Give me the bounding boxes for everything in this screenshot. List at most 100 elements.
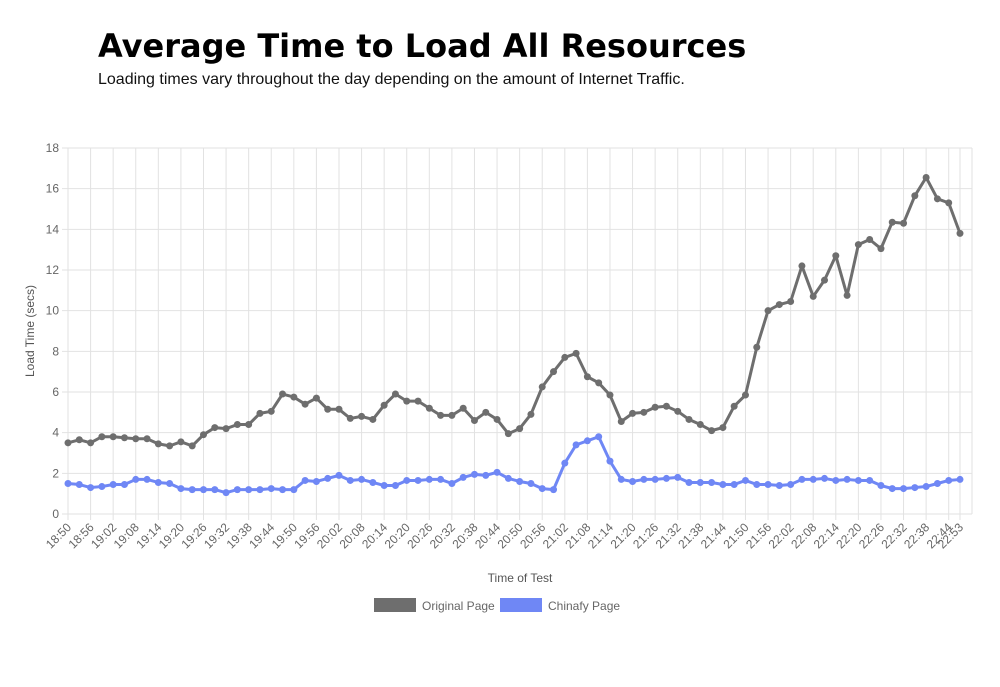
y-tick-label: 14 <box>46 222 60 236</box>
data-point <box>414 476 422 484</box>
data-point <box>358 412 366 420</box>
data-point <box>629 409 637 417</box>
y-tick-label: 4 <box>52 426 59 440</box>
data-point <box>911 484 919 492</box>
data-point <box>572 349 580 357</box>
data-point <box>798 475 806 483</box>
data-point <box>132 435 140 443</box>
y-tick-label: 16 <box>46 182 60 196</box>
y-tick-label: 8 <box>52 344 59 358</box>
data-point <box>550 368 558 376</box>
data-point <box>674 407 682 415</box>
data-point <box>87 484 95 492</box>
data-point <box>640 408 648 416</box>
data-point <box>595 379 603 387</box>
data-point <box>922 483 930 491</box>
data-point <box>448 480 456 487</box>
data-point <box>493 468 501 476</box>
data-point <box>470 470 478 478</box>
data-point <box>516 425 524 433</box>
data-point <box>143 475 151 483</box>
data-point <box>267 485 275 493</box>
data-point <box>550 486 558 494</box>
data-point <box>346 414 354 422</box>
data-point <box>821 276 829 284</box>
data-point <box>527 480 535 487</box>
legend-swatch <box>500 598 542 612</box>
y-tick-label: 0 <box>52 507 59 521</box>
data-point <box>888 218 896 226</box>
data-point <box>866 476 874 484</box>
data-point <box>459 473 467 481</box>
data-point <box>233 421 241 429</box>
data-point <box>708 478 716 486</box>
data-point <box>380 482 388 490</box>
data-point <box>290 486 298 494</box>
y-tick-label: 10 <box>46 304 60 318</box>
data-point <box>301 476 309 484</box>
data-point <box>617 417 625 425</box>
legend-swatch <box>374 598 416 612</box>
data-point <box>753 343 761 351</box>
y-tick-label: 2 <box>52 466 59 480</box>
data-point <box>775 301 783 309</box>
data-point <box>753 481 761 489</box>
data-point <box>64 480 72 487</box>
data-point <box>267 407 275 415</box>
data-point <box>154 478 162 486</box>
data-point <box>662 402 670 410</box>
data-point <box>482 471 490 479</box>
data-point <box>256 409 264 417</box>
data-point <box>358 475 366 483</box>
data-point <box>154 440 162 448</box>
data-point <box>832 476 840 484</box>
series-line <box>67 435 961 495</box>
data-point <box>538 485 546 493</box>
data-point <box>561 353 569 361</box>
data-point <box>764 481 772 489</box>
data-point <box>956 475 964 483</box>
data-point <box>945 199 953 207</box>
data-point <box>324 405 332 413</box>
data-point <box>911 192 919 200</box>
data-point <box>775 482 783 490</box>
data-point <box>188 486 196 494</box>
y-tick-label: 18 <box>46 141 60 155</box>
data-point <box>391 390 399 398</box>
data-point <box>606 457 614 465</box>
data-point <box>561 459 569 467</box>
data-point <box>606 391 614 399</box>
y-axis-label: Load Time (secs) <box>23 285 37 377</box>
data-point <box>527 410 535 418</box>
data-point <box>222 425 230 433</box>
data-point <box>674 473 682 481</box>
data-point <box>87 439 95 447</box>
data-point <box>64 439 72 447</box>
data-point <box>143 435 151 443</box>
data-point <box>696 478 704 486</box>
data-point <box>120 481 128 489</box>
data-point <box>922 173 930 181</box>
data-point <box>832 252 840 260</box>
data-point <box>572 441 580 449</box>
data-point <box>380 401 388 409</box>
data-point <box>640 475 648 483</box>
data-point <box>482 408 490 416</box>
data-point <box>177 485 185 493</box>
data-point <box>425 475 433 483</box>
data-point <box>346 476 354 484</box>
data-point <box>391 482 399 490</box>
data-point <box>245 421 253 429</box>
data-point <box>75 436 83 444</box>
data-point <box>199 486 207 494</box>
data-point <box>685 478 693 486</box>
data-point <box>933 480 941 487</box>
data-point <box>708 427 716 435</box>
data-point <box>504 474 512 482</box>
data-point <box>809 292 817 300</box>
data-point <box>538 383 546 391</box>
data-point <box>662 474 670 482</box>
data-point <box>843 291 851 299</box>
data-point <box>821 474 829 482</box>
